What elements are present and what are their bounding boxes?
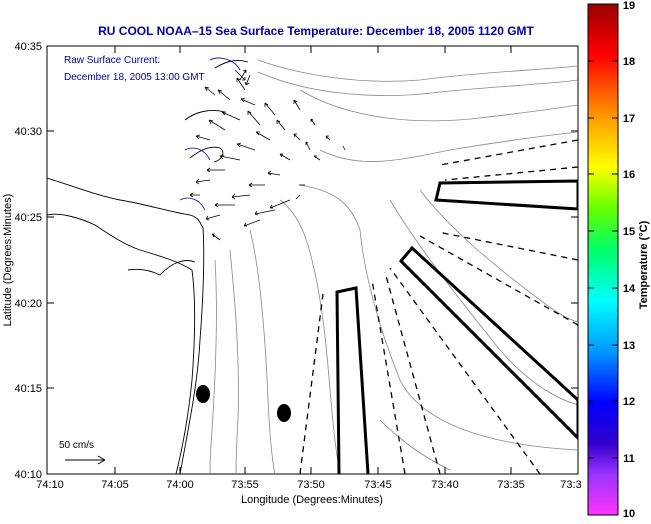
- x-tick-label: 73:40: [431, 479, 459, 491]
- x-tick-label: 73:3: [560, 479, 581, 491]
- colorbar: [587, 3, 619, 516]
- x-axis-ticks: [46, 46, 512, 474]
- current-label: Raw Surface Current:: [64, 55, 160, 66]
- colorbar-tick-label: 11: [623, 453, 635, 465]
- scale-label: 50 cm/s: [59, 440, 94, 451]
- colorbar-tick-label: 15: [623, 226, 635, 238]
- colorbar-tick-label: 16: [623, 169, 635, 181]
- colorbar-tick-label: 10: [623, 508, 635, 519]
- x-tick-label: 73:35: [497, 479, 525, 491]
- colorbar-tick-label: 13: [623, 340, 635, 352]
- colorbar-tick-label: 18: [623, 56, 635, 68]
- current-time: December 18, 2005 13:00 GMT: [64, 72, 205, 83]
- x-tick-label: 74:00: [166, 479, 194, 491]
- x-tick-label: 73:55: [231, 479, 259, 491]
- y-axis-ticks: [47, 45, 578, 475]
- y-tick-label: 40:25: [14, 212, 42, 224]
- coverage-outline: [179, 57, 241, 211]
- y-axis-title: Latitude (Degrees:Minutes): [2, 194, 14, 327]
- x-tick-label: 74:10: [36, 479, 64, 491]
- x-axis-labels: 74:10 74:05 74:00 73:55 73:50 73:45 73:4…: [36, 479, 581, 491]
- colorbar-tick-label: 17: [623, 113, 635, 125]
- map-content: [47, 57, 578, 474]
- scale-arrow: [65, 455, 106, 465]
- x-tick-label: 74:05: [101, 479, 129, 491]
- y-tick-label: 40:35: [14, 41, 42, 53]
- y-tick-label: 40:10: [14, 469, 42, 481]
- buoy-marker: [277, 404, 291, 422]
- colorbar-tick-label: 12: [623, 396, 635, 408]
- y-tick-label: 40:15: [14, 383, 42, 395]
- buoy-marker: [196, 385, 210, 403]
- shipping-lanes: [335, 179, 578, 474]
- current-vectors: [189, 69, 346, 241]
- colorbar-tick-label: 19: [623, 0, 635, 12]
- colorbar-labels: 19 18 17 16 15 14 13 12 11 10: [623, 0, 636, 520]
- lane-boundaries: [299, 139, 578, 474]
- x-axis-title: Longitude (Degrees:Minutes): [241, 494, 383, 506]
- coastline: [47, 59, 249, 474]
- y-tick-label: 40:20: [14, 298, 42, 310]
- y-tick-label: 40:30: [14, 126, 42, 138]
- colorbar-tick-label: 14: [623, 283, 636, 295]
- y-axis-labels: 40:35 40:30 40:25 40:20 40:15 40:10: [14, 41, 42, 481]
- x-tick-label: 73:50: [297, 479, 325, 491]
- colorbar-ticks: [588, 60, 618, 459]
- colorbar-title: Temperature (°C): [638, 220, 650, 309]
- figure-title: RU COOL NOAA–15 Sea Surface Temperature:…: [98, 24, 534, 38]
- x-tick-label: 73:45: [364, 479, 392, 491]
- map-frame: [46, 45, 579, 475]
